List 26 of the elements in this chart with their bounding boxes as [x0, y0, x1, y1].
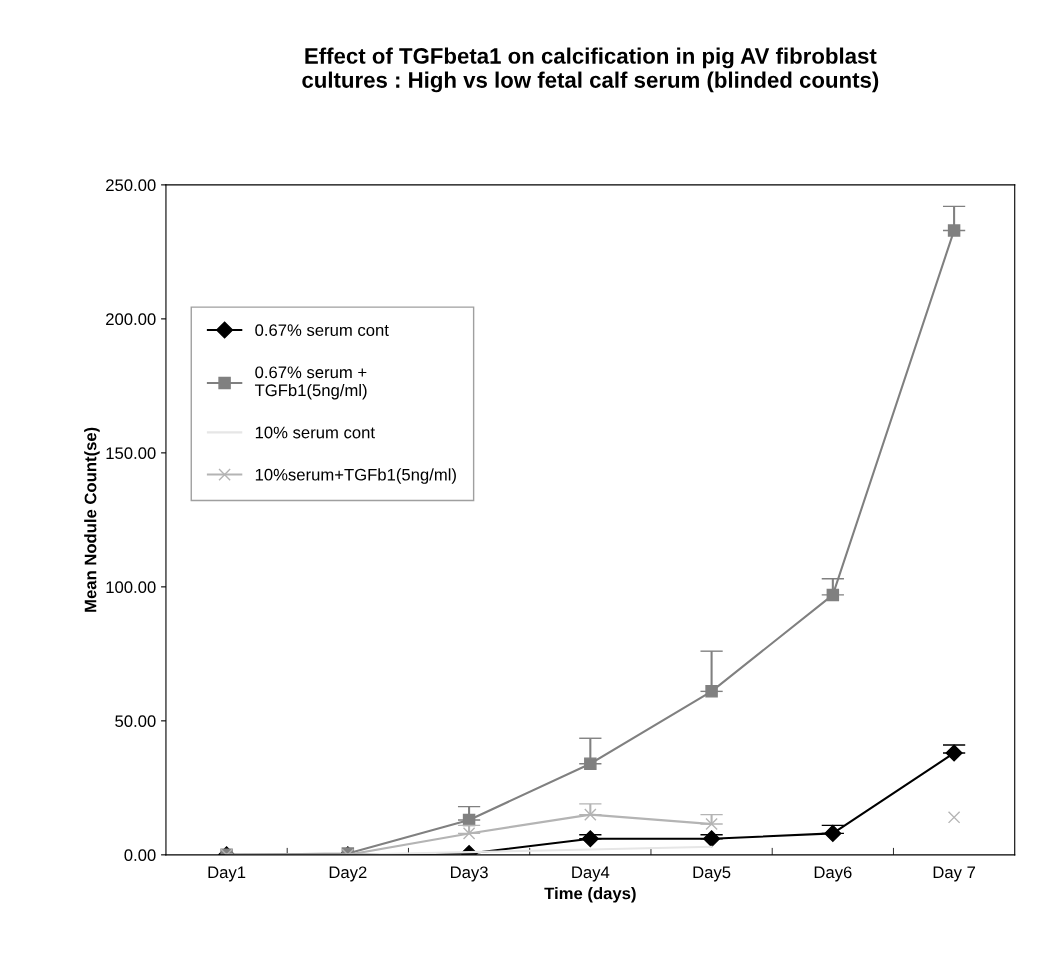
y-tick-label: 150.00 — [106, 447, 156, 460]
legend-label: 0.67% serum + TGFb1(5ng/ml) — [254, 366, 367, 400]
y-tick-label: 50.00 — [115, 715, 156, 728]
y-tick-label: 200.00 — [106, 313, 156, 326]
point — [462, 827, 476, 840]
point — [705, 817, 718, 831]
x-tick-label: Day6 — [814, 866, 852, 882]
point — [705, 685, 718, 698]
legend-label: 10% serum cont — [255, 426, 375, 439]
x-axis-title: Time (days) — [544, 887, 636, 903]
x-tick-label: Day3 — [451, 866, 488, 882]
point — [584, 757, 597, 770]
y-axis-title: Mean Nodule Count(se) — [84, 427, 100, 612]
point — [584, 808, 597, 821]
x-tick-label: Day 7 — [933, 866, 976, 882]
legend-label: 10%serum+TGFb1(5ng/ml) — [255, 468, 456, 484]
x-tick-label: Day4 — [572, 866, 610, 882]
y-tick-label: 100.00 — [106, 581, 156, 594]
x-tick-label: Day5 — [693, 866, 731, 882]
chart-title: Effect of TGFbeta1 on calcification in pig AV fibroblast cultures : High vs low fetal calf serum (blinded counts) — [302, 47, 879, 93]
y-tick-label: 0.00 — [124, 849, 156, 862]
point — [947, 811, 961, 824]
x-tick-label: Day2 — [329, 866, 367, 882]
legend-label: 0.67% serum cont — [255, 324, 389, 337]
x-tick-label: Day1 — [208, 866, 246, 882]
y-tick-label: 250.00 — [106, 179, 156, 192]
